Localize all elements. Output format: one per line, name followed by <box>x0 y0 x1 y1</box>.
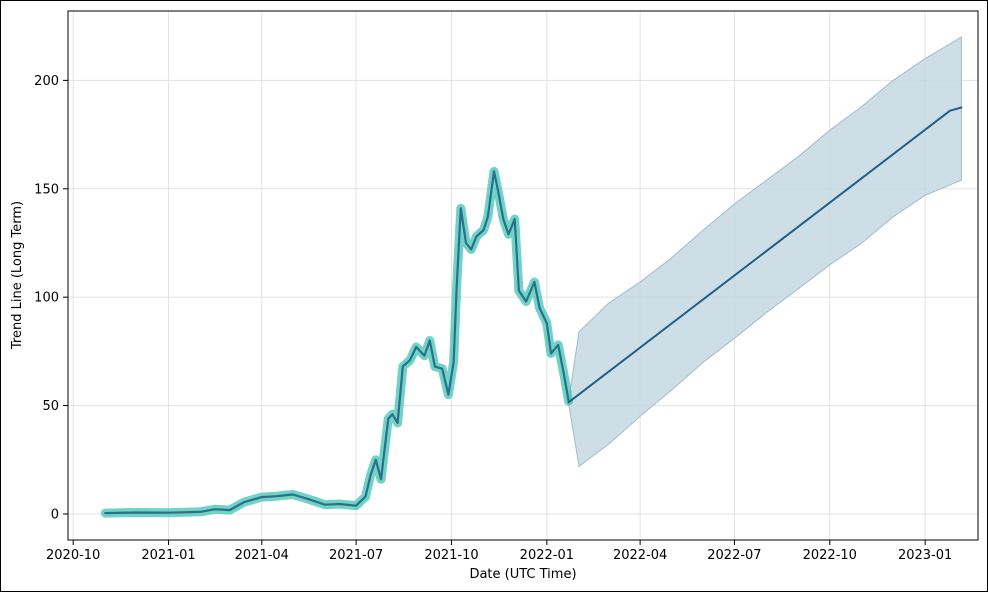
history-trend-line <box>104 170 570 515</box>
x-tick-label: 2022-04 <box>613 548 667 563</box>
y-tick-label: 100 <box>34 291 59 306</box>
x-axis-label: Date (UTC Time) <box>469 567 576 582</box>
tick-layer: 2020-10 2021-01 2021-04 2021-07 2021-10 2022-… <box>34 74 952 563</box>
y-tick-label: 200 <box>34 74 59 89</box>
x-tick-label: 2021-01 <box>141 548 195 563</box>
y-tick-label: 50 <box>42 399 59 414</box>
x-tick-label: 2022-10 <box>803 548 857 563</box>
y-axis-label: Trend Line (Long Term) <box>10 201 25 350</box>
x-tick-label: 2021-10 <box>424 548 478 563</box>
line-layer <box>100 106 963 518</box>
y-tick-label: 0 <box>51 507 59 522</box>
x-tick-label: 2023-01 <box>898 548 952 563</box>
y-tick-label: 150 <box>34 182 59 197</box>
plot-area-background <box>68 11 978 540</box>
x-tick-label: 2021-07 <box>329 548 383 563</box>
x-tick-label: 2022-01 <box>520 548 574 563</box>
x-tick-label: 2022-07 <box>707 548 761 563</box>
x-tick-label: 2020-10 <box>46 548 100 563</box>
x-tick-label: 2021-04 <box>235 548 289 563</box>
plot-area-border <box>67 10 979 541</box>
forecast-trend-line <box>567 106 963 404</box>
